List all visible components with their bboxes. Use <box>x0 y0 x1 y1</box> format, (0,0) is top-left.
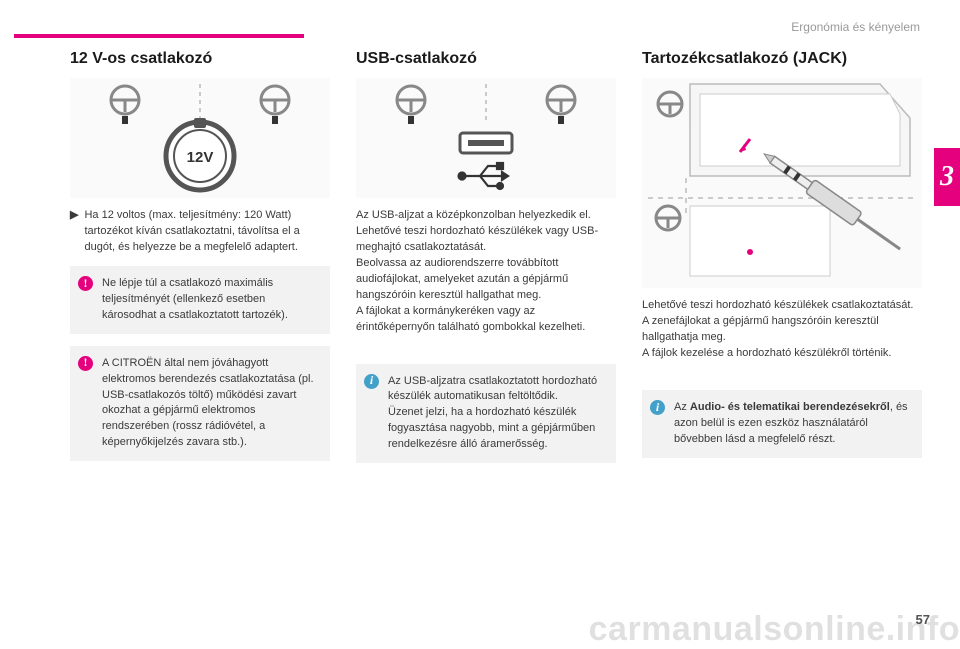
svg-jack-plug <box>642 78 922 288</box>
warning-box-1: ! Ne lépje túl a csatlakozó maximális te… <box>70 266 330 334</box>
warning-icon: ! <box>78 356 93 371</box>
label-12v: 12V <box>187 149 214 166</box>
info-icon: i <box>364 374 379 389</box>
illustration-usb <box>356 78 616 198</box>
heading-jack: Tartozékcsatlakozó (JACK) <box>642 50 922 68</box>
illustration-jack <box>642 78 922 288</box>
info-jack-prefix: Az <box>674 401 690 413</box>
warning-text-2: A CITROËN által nem jóváhagyott elektrom… <box>102 357 314 449</box>
warning-text-1: Ne lépje túl a csatlakozó maximális telj… <box>102 277 288 321</box>
bullet-12v: ▶ Ha 12 voltos (max. teljesítmény: 120 W… <box>70 208 330 256</box>
heading-usb: USB-csatlakozó <box>356 50 616 68</box>
info-text-usb: Az USB-aljzatra csatlakoztatott hordozha… <box>388 375 597 451</box>
column-usb: USB-csatlakozó <box>356 50 616 609</box>
warning-box-2: ! A CITROËN által nem jóváhagyott elektr… <box>70 346 330 462</box>
svg-usb-socket <box>356 78 616 198</box>
page-number: 57 <box>916 612 930 627</box>
heading-12v: 12 V-os csatlakozó <box>70 50 330 68</box>
bullet-text: Ha 12 voltos (max. teljesítmény: 120 Wat… <box>84 208 330 256</box>
watermark: carmanualsonline.info <box>589 610 960 649</box>
column-12v: 12 V-os csatlakozó <box>70 50 330 609</box>
accent-bar <box>14 34 304 38</box>
chapter-tab: 3 <box>934 148 960 206</box>
manual-page: Ergonómia és kényelem 3 12 V-os csatlako… <box>0 0 960 649</box>
info-box-jack: i Az Audio- és telematikai berendezésekr… <box>642 390 922 458</box>
svg-12v-socket: 12V <box>70 78 330 198</box>
warning-icon: ! <box>78 276 93 291</box>
illustration-12v: 12V <box>70 78 330 198</box>
paragraph-usb: Az USB-aljzat a középkonzolban helyezked… <box>356 208 616 336</box>
paragraph-jack: Lehetővé teszi hordozható készülékek csa… <box>642 298 922 362</box>
info-icon: i <box>650 400 665 415</box>
info-jack-bold: Audio- és telematikai berendezésekről <box>690 401 890 413</box>
info-box-usb: i Az USB-aljzatra csatlakoztatott hordoz… <box>356 364 616 464</box>
chapter-number: 3 <box>940 161 954 193</box>
column-jack: Tartozékcsatlakozó (JACK) <box>642 50 922 609</box>
info-text-jack: Az Audio- és telematikai berendezésekről… <box>674 401 908 445</box>
section-title: Ergonómia és kényelem <box>791 20 920 34</box>
bullet-marker: ▶ <box>70 208 78 256</box>
content-columns: 12 V-os csatlakozó <box>70 50 920 609</box>
